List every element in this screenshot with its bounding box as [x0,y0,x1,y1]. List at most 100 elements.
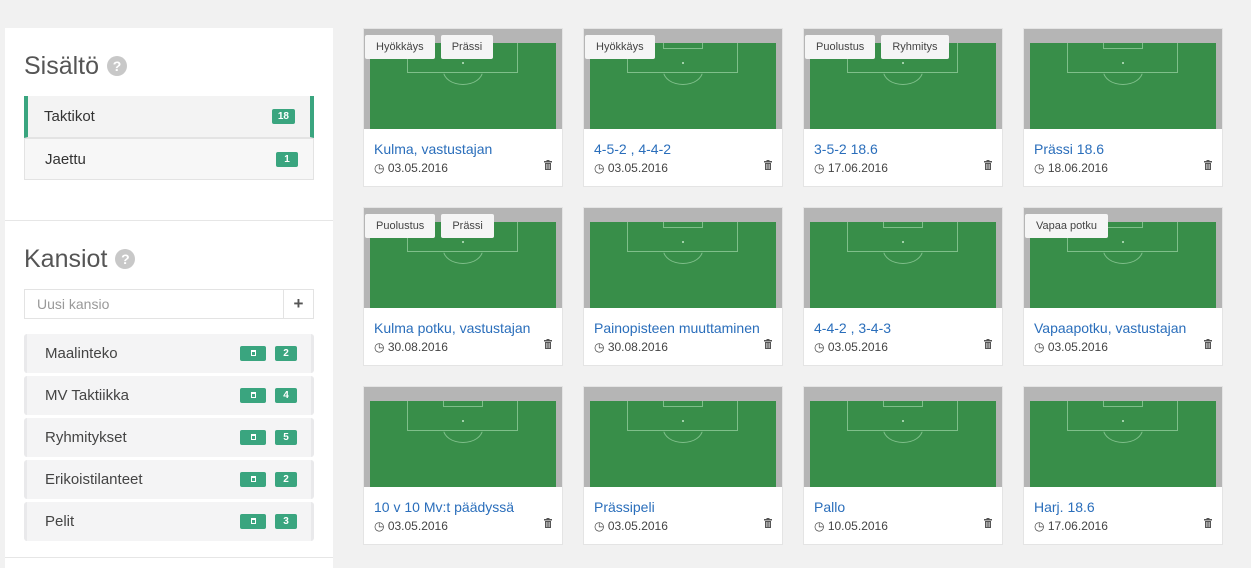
card-title[interactable]: 10 v 10 Mv:t päädyssä [374,499,515,515]
delete-folder-button[interactable] [240,346,266,361]
card-title[interactable]: Kulma, vastustajan [374,141,493,157]
date-text: 17.06.2016 [827,161,888,175]
card-title[interactable]: Vapaapotku, vastustajan [1034,320,1187,336]
pitch-thumbnail[interactable] [584,387,782,487]
delete-folder-button[interactable] [240,388,266,403]
date-text: 03.05.2016 [607,161,668,175]
tactic-card[interactable]: 10 v 10 Mv:t päädyssä ◷ 03.05.2016 [363,386,563,545]
date-text: 10.05.2016 [827,519,888,533]
trash-icon[interactable] [544,336,552,349]
tag[interactable]: Prässi [440,35,494,59]
tactic-card[interactable]: Puolustus Ryhmitys 3-5-2 18.6 ◷ 17.06.201… [803,28,1003,187]
card-date: ◷ 03.05.2016 [594,519,668,533]
date-text: 30.08.2016 [607,340,668,354]
folder-name: MV Taktiikka [45,387,129,404]
folder-item[interactable]: Erikoistilanteet 2 [24,460,314,499]
tactic-card[interactable]: Hyökkäys Prässi Kulma, vastustajan ◷ 03.0… [363,28,563,187]
card-title[interactable]: Prässipeli [594,499,655,515]
tag[interactable]: Vapaa potku [1025,214,1108,238]
card-date: ◷ 03.05.2016 [1034,340,1108,354]
tag[interactable]: Puolustus [805,35,876,59]
card-title[interactable]: 4-5-2 , 4-4-2 [594,141,672,157]
trash-icon[interactable] [544,157,552,170]
tactic-card[interactable]: 4-4-2 , 3-4-3 ◷ 03.05.2016 [803,207,1003,366]
trash-icon[interactable] [764,157,772,170]
delete-folder-button[interactable] [240,430,266,445]
help-icon[interactable]: ? [107,56,128,76]
trash-icon[interactable] [1204,336,1212,349]
tactic-card[interactable]: Vapaa potku Vapaapotku, vastustajan ◷ 03… [1023,207,1223,366]
trash-icon[interactable] [764,515,772,528]
tactic-card[interactable]: Hyökkäys 4-5-2 , 4-4-2 ◷ 03.05.2016 [583,28,783,187]
tactic-card[interactable]: Harj. 18.6 ◷ 17.06.2016 [1023,386,1223,545]
pitch-thumbnail[interactable] [1024,387,1222,487]
pitch-thumbnail[interactable] [804,208,1002,308]
divider [5,220,333,221]
clock-icon: ◷ [594,340,605,354]
help-icon[interactable]: ? [115,249,136,269]
nav-item-label: Jaettu [45,150,86,168]
tactic-card[interactable]: Prässipeli ◷ 03.05.2016 [583,386,783,545]
tactic-card[interactable]: Prässi 18.6 ◷ 18.06.2016 [1023,28,1223,187]
tactic-card[interactable]: Painopisteen muuttaminen ◷ 30.08.2016 [583,207,783,366]
new-folder-input[interactable] [24,289,284,319]
tag-list: Puolustus Ryhmitys [805,35,949,59]
pitch-thumbnail[interactable] [364,387,562,487]
trash-icon[interactable] [984,157,992,170]
date-text: 03.05.2016 [607,519,668,533]
divider [5,557,333,558]
trash-icon[interactable] [984,515,992,528]
nav-item-taktikot[interactable]: Taktikot 18 [24,96,314,138]
delete-folder-button[interactable] [240,514,266,529]
card-date: ◷ 03.05.2016 [594,161,668,175]
folder-item[interactable]: Ryhmitykset 5 [24,418,314,457]
card-title[interactable]: Kulma potku, vastustajan [374,320,531,336]
tactic-card[interactable]: Puolustus Prässi Kulma potku, vastustajan… [363,207,563,366]
pitch-thumbnail[interactable] [584,208,782,308]
pitch [810,222,996,308]
folder-item[interactable]: Maalinteko 2 [24,334,314,373]
pitch-thumbnail[interactable] [804,387,1002,487]
folders-section: Kansiot? + Maalinteko 2 MV Taktiikka 4 Ryhmi… [5,221,333,541]
card-title[interactable]: Pallo [814,499,846,515]
trash-icon[interactable] [984,336,992,349]
folder-name: Pelit [45,513,75,530]
pitch [1030,401,1216,487]
card-date: ◷ 03.05.2016 [374,161,448,175]
folder-item[interactable]: Pelit 3 [24,502,314,541]
delete-folder-button[interactable] [240,472,266,487]
clock-icon: ◷ [814,519,825,533]
tactic-card[interactable]: Pallo ◷ 10.05.2016 [803,386,1003,545]
pitch [1030,43,1216,129]
tag-list: Hyökkäys Prässi [365,35,494,59]
trash-icon[interactable] [764,336,772,349]
trash-icon[interactable] [1204,157,1212,170]
card-title[interactable]: Harj. 18.6 [1034,499,1095,515]
trash-icon[interactable] [544,515,552,528]
date-text: 30.08.2016 [387,340,448,354]
card-title[interactable]: 4-4-2 , 3-4-3 [814,320,892,336]
card-title[interactable]: 3-5-2 18.6 [814,141,878,157]
trash-icon [250,518,256,524]
tag[interactable]: Hyökkäys [585,35,655,59]
tag[interactable]: Hyökkäys [365,35,435,59]
date-text: 03.05.2016 [387,519,448,533]
tag[interactable]: Ryhmitys [881,35,949,59]
trash-icon[interactable] [1204,515,1212,528]
date-text: 03.05.2016 [1047,340,1108,354]
count-badge: 4 [275,388,297,403]
tag[interactable]: Prässi [441,214,494,238]
card-title[interactable]: Prässi 18.6 [1034,141,1105,157]
card-title[interactable]: Painopisteen muuttaminen [594,320,760,336]
count-badge: 2 [275,346,297,361]
add-folder-button[interactable]: + [284,289,314,319]
tag-list: Puolustus Prässi [365,214,494,238]
pitch-thumbnail[interactable] [1024,29,1222,129]
count-badge: 2 [275,472,297,487]
folders-title: Kansiot [24,244,108,273]
count-badge: 1 [276,151,298,167]
folder-item[interactable]: MV Taktiikka 4 [24,376,314,415]
nav-item-jaettu[interactable]: Jaettu 1 [24,138,314,180]
tag[interactable]: Puolustus [365,214,436,238]
trash-icon [250,434,256,440]
